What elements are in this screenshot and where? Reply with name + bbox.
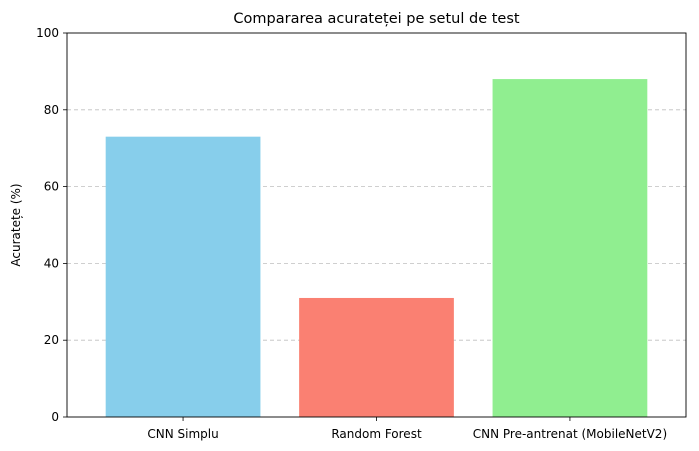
bar-2	[492, 79, 648, 417]
bar-0	[105, 136, 261, 417]
bars	[105, 79, 648, 417]
y-tick-label: 20	[44, 333, 59, 347]
bar-1	[299, 297, 454, 417]
x-tick-label: Random Forest	[331, 427, 422, 441]
y-tick-label: 0	[51, 410, 59, 424]
y-tick-label: 60	[44, 180, 59, 194]
x-tick-label: CNN Simplu	[147, 427, 218, 441]
chart-title: Compararea acurateței pe setul de test	[233, 11, 519, 27]
y-tick-label: 80	[44, 103, 59, 117]
x-tick-label: CNN Pre-antrenat (MobileNetV2)	[473, 427, 667, 441]
x-axis-ticks: CNN Simplu Random Forest CNN Pre-antrenat …	[147, 417, 667, 441]
y-tick-label: 40	[44, 256, 59, 270]
y-axis-ticks: 0 20 40 60 80 100	[36, 26, 67, 424]
y-tick-label: 100	[36, 26, 59, 40]
y-axis-label: Acuratețe (%)	[9, 183, 23, 266]
